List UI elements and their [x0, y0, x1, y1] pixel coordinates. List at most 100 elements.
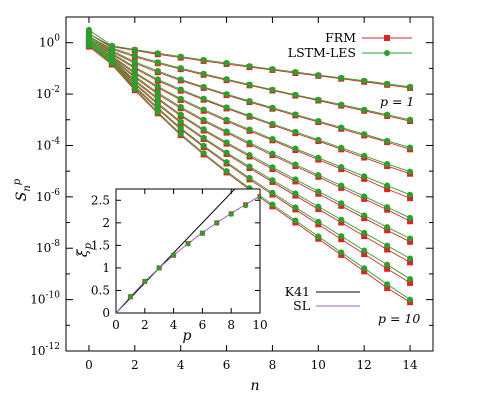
data-point-lstm-les [269, 164, 276, 171]
data-point-lstm-les [177, 124, 184, 131]
inset-y-tick-label: 0 [102, 306, 110, 320]
data-point-lstm-les [246, 98, 253, 105]
x-tick-label: 0 [85, 358, 93, 372]
inset-legend: K41 SL [285, 284, 360, 313]
main-series-group [85, 26, 414, 306]
inset-frame [115, 188, 261, 314]
data-point-lstm-les [223, 116, 230, 123]
data-point-lstm-les [177, 76, 184, 83]
data-point-lstm-les [200, 83, 207, 90]
data-point-lstm-les [292, 176, 299, 183]
data-point-lstm-les [407, 276, 414, 283]
data-point-lstm-les [292, 68, 299, 75]
data-point-lstm-les [384, 80, 391, 87]
data-point-lstm-les [200, 150, 207, 157]
inset-series-group [116, 189, 260, 313]
data-point-lstm-les [246, 112, 253, 119]
inset-point-lstm-les [142, 278, 148, 284]
inset-y-tick-label: 0.5 [91, 283, 110, 297]
data-point-lstm-les [361, 247, 368, 254]
x-tick-label: 6 [223, 358, 231, 372]
data-point-lstm-les [200, 70, 207, 77]
data-point-frm [407, 195, 414, 202]
y-tick-label: 10-2 [36, 85, 60, 101]
data-point-lstm-les [338, 216, 345, 223]
legend-marker-lstm [384, 50, 390, 56]
main-legend: FRM LSTM-LES [288, 30, 412, 60]
data-point-lstm-les [361, 77, 368, 84]
data-point-lstm-les [315, 233, 322, 240]
data-point-lstm-les [292, 217, 299, 224]
data-point-lstm-les [246, 126, 253, 133]
x-axis-title: n [250, 378, 259, 394]
data-point-lstm-les [407, 191, 414, 198]
data-point-frm [338, 236, 345, 243]
inset-x-tick-label: 6 [199, 318, 207, 332]
data-point-lstm-les [177, 95, 184, 102]
inset-x-tick-label: 8 [227, 318, 235, 332]
inset-clip-group [116, 189, 260, 313]
data-point-lstm-les [269, 86, 276, 93]
y-axis-title: Snp [12, 178, 33, 201]
data-point-lstm-les [108, 60, 115, 67]
inset-point-lstm-les [243, 203, 249, 209]
data-point-frm [407, 259, 414, 266]
y-tick-label: 10-6 [36, 188, 60, 204]
data-point-lstm-les [315, 218, 322, 225]
inset-point-lstm-les [127, 293, 133, 299]
data-point-lstm-les [292, 91, 299, 98]
data-point-lstm-les [407, 214, 414, 221]
data-point-lstm-les [338, 182, 345, 189]
data-point-lstm-les [361, 131, 368, 138]
inset-axis-ticks: 0 2 4 6 8 10 0 0.5 1 1.5 2 2.5 [91, 189, 268, 332]
main-plot-frame [65, 16, 434, 352]
y-tick-label: 10-10 [30, 291, 60, 307]
data-point-lstm-les [338, 233, 345, 240]
data-point-lstm-les [315, 172, 322, 179]
data-point-lstm-les [361, 173, 368, 180]
inset-point-lstm-les [185, 241, 191, 247]
data-point-lstm-les [223, 91, 230, 98]
data-point-lstm-les [292, 111, 299, 118]
data-point-frm [361, 233, 368, 240]
data-point-frm [407, 238, 414, 245]
data-point-frm [384, 186, 391, 193]
data-point-frm [407, 218, 414, 225]
data-point-lstm-les [154, 109, 161, 116]
data-point-lstm-les [223, 76, 230, 83]
data-point-lstm-les [361, 212, 368, 219]
data-point-lstm-les [315, 136, 322, 143]
data-point-lstm-les [269, 136, 276, 143]
data-point-lstm-les [200, 95, 207, 102]
data-point-lstm-les [223, 149, 230, 156]
data-point-lstm-les [269, 177, 276, 184]
x-tick-label: 8 [269, 358, 277, 372]
data-point-lstm-les [384, 261, 391, 268]
inset-y-axis-title: ξp [75, 242, 94, 257]
inset-point-lstm-les [199, 230, 205, 236]
data-point-lstm-les [407, 144, 414, 151]
x-tick-label: 10 [311, 358, 326, 372]
data-point-lstm-les [246, 174, 253, 181]
inset-point-lstm-les [228, 211, 234, 217]
data-point-lstm-les [269, 104, 276, 111]
data-point-lstm-les [177, 103, 184, 110]
data-point-lstm-les [315, 118, 322, 125]
data-point-lstm-les [200, 106, 207, 113]
data-point-lstm-les [384, 111, 391, 118]
x-tick-label: 14 [402, 358, 418, 372]
data-point-lstm-les [154, 67, 161, 74]
data-point-lstm-les [154, 89, 161, 96]
data-point-frm [384, 246, 391, 253]
data-point-lstm-les [223, 168, 230, 175]
x-tick-label: 2 [131, 358, 139, 372]
data-point-lstm-les [177, 130, 184, 137]
annotation-p10: p = 10 [378, 311, 420, 326]
data-point-lstm-les [338, 124, 345, 131]
inset-y-tick-label: 2 [102, 216, 110, 230]
data-point-lstm-les [85, 42, 92, 49]
data-point-lstm-les [177, 86, 184, 93]
data-point-lstm-les [384, 224, 391, 231]
